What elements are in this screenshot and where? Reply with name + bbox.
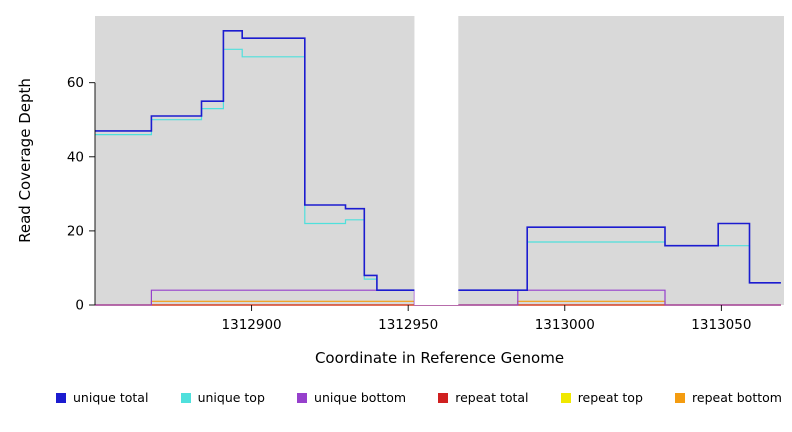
legend-swatch-unique-total bbox=[56, 392, 66, 403]
y-tick-label: 60 bbox=[67, 75, 84, 91]
x-axis-title: Coordinate in Reference Genome bbox=[315, 349, 564, 367]
legend-item-unique-bottom: unique bottom bbox=[297, 390, 406, 405]
y-tick-label: 0 bbox=[75, 298, 84, 314]
series-unique-bottom bbox=[95, 289, 781, 306]
legend-item-repeat-bottom: repeat bottom bbox=[675, 390, 782, 405]
y-tick-label: 40 bbox=[67, 149, 84, 165]
legend-item-repeat-top: repeat top bbox=[560, 390, 643, 405]
legend-label: unique total bbox=[73, 390, 149, 405]
legend-label: repeat total bbox=[455, 390, 529, 405]
legend-swatch-repeat-total bbox=[438, 392, 449, 403]
legend-label: unique top bbox=[197, 390, 265, 405]
chart-legend: unique total unique top unique bottom repea… bbox=[56, 390, 782, 405]
legend-swatch-unique-top bbox=[180, 392, 191, 403]
coverage-chart: 0 20 40 60 1312900 1312950 1313000 1313050 Coord… bbox=[16, 10, 784, 367]
legend-label: repeat bottom bbox=[692, 390, 782, 405]
y-tick-label: 20 bbox=[67, 223, 84, 239]
legend-item-unique-top: unique top bbox=[180, 390, 265, 405]
legend-label: repeat top bbox=[577, 390, 643, 405]
legend-swatch-repeat-bottom bbox=[675, 392, 686, 403]
legend-item-unique-total: unique total bbox=[56, 390, 148, 405]
x-tick-label: 1313000 bbox=[535, 317, 595, 333]
series-unique-total bbox=[95, 30, 781, 291]
legend-swatch-repeat-top bbox=[560, 392, 571, 403]
legend-swatch-unique-bottom bbox=[297, 392, 308, 403]
x-tick-label: 1313050 bbox=[691, 317, 751, 333]
x-tick-label: 1312900 bbox=[222, 317, 282, 333]
coverage-gap-band bbox=[414, 10, 459, 305]
y-axis-title: Read Coverage Depth bbox=[16, 78, 34, 243]
legend-item-repeat-total: repeat total bbox=[438, 390, 529, 405]
x-tick-label: 1312950 bbox=[378, 317, 438, 333]
legend-label: unique bottom bbox=[314, 390, 407, 405]
